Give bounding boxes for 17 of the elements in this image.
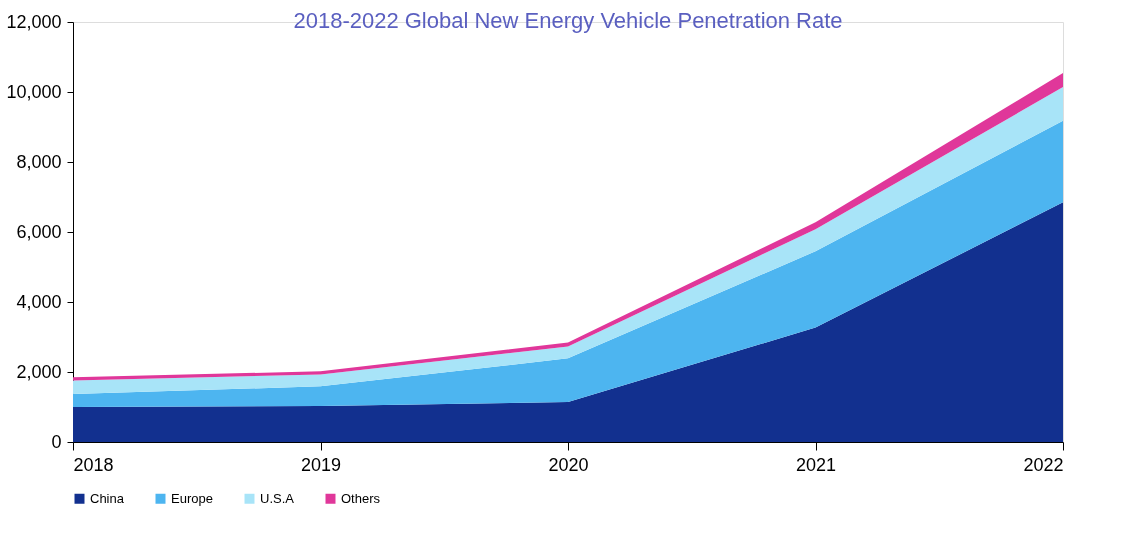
legend-label: China — [90, 490, 125, 506]
y-tick-label: 6,000 — [16, 221, 62, 242]
y-tick-label: 10,000 — [6, 81, 62, 102]
y-tick-label: 2,000 — [16, 361, 62, 382]
x-tick-label: 2018 — [73, 454, 114, 475]
x-tick-label: 2019 — [300, 454, 342, 475]
x-tick-label: 2021 — [795, 454, 837, 475]
y-tick-label: 0 — [51, 431, 62, 452]
y-tick-label: 4,000 — [16, 291, 62, 312]
chart-title: 2018-2022 Global New Energy Vehicle Penetration Rate — [293, 8, 843, 33]
y-tick-label: 12,000 — [6, 11, 62, 32]
legend-label: Others — [341, 490, 381, 506]
legend-label: Europe — [171, 490, 213, 506]
y-tick-label: 8,000 — [16, 151, 62, 172]
legend-label: U.S.A — [260, 490, 295, 506]
x-tick-label: 2020 — [548, 454, 589, 475]
x-tick-label: 2022 — [1023, 454, 1064, 475]
